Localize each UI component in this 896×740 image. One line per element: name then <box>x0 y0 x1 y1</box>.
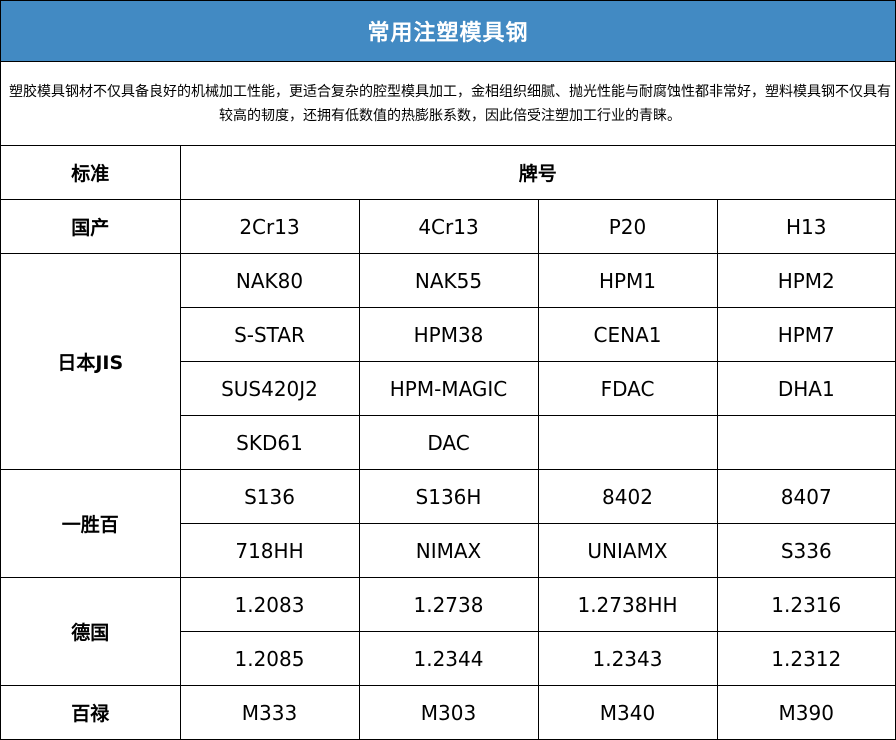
grade-cell: NIMAX <box>358 523 539 578</box>
standard-cell: 日本JIS <box>1 253 181 470</box>
table-row: 百禄 M333 M303 M340 M390 <box>1 685 896 739</box>
grade-cell: H13 <box>716 199 896 254</box>
table-row: S-STAR HPM38 CENA1 HPM7 <box>1 307 896 362</box>
grade-cell: SKD61 <box>180 415 360 470</box>
grades-table: 标准 牌号 国产 2Cr13 4Cr13 P20 H13 日本JIS NAK80 NAK55 H… <box>1 146 896 739</box>
grade-cell: M333 <box>179 685 360 739</box>
grade-cell: M303 <box>358 685 539 739</box>
table-row: 德国 1.2083 1.2738 1.2738HH 1.2316 <box>1 577 896 686</box>
grade-cell: NAK80 <box>179 253 360 308</box>
grade-cell <box>537 415 718 470</box>
grade-cell: 718HH <box>180 523 360 578</box>
grade-cell: NAK55 <box>358 253 539 308</box>
grade-cell: SUS420J2 <box>180 361 360 416</box>
grade-cell: 4Cr13 <box>358 199 539 254</box>
grade-cell: UNIAMX <box>537 523 718 578</box>
standard-cell: 德国 <box>1 577 181 686</box>
grade-cell: 8402 <box>537 469 718 524</box>
header-grade: 牌号 <box>179 146 896 200</box>
table-row: 日本JIS NAK80 NAK55 HPM1 HPM2 <box>1 253 896 470</box>
grades-table-body: 标准 牌号 国产 2Cr13 4Cr13 P20 H13 日本JIS NAK80 NAK55 H… <box>1 146 896 739</box>
grade-cell: DAC <box>358 415 539 470</box>
table-row: SKD61 DAC <box>1 415 896 470</box>
grade-cell: 1.2316 <box>716 577 896 632</box>
standard-cell: 一胜百 <box>1 469 181 578</box>
grade-cell: 1.2738 <box>358 577 539 632</box>
grade-cell: 1.2083 <box>179 577 360 632</box>
grade-cell: 2Cr13 <box>179 199 360 254</box>
table-row: SUS420J2 HPM-MAGIC FDAC DHA1 <box>1 361 896 416</box>
table-row: 1.2085 1.2344 1.2343 1.2312 <box>1 631 896 686</box>
table-row: 718HH NIMAX UNIAMX S336 <box>1 523 896 578</box>
grade-cell: P20 <box>537 199 718 254</box>
grade-cell: CENA1 <box>537 307 718 362</box>
table-header-row: 标准 牌号 <box>1 146 896 200</box>
grade-cell: 1.2085 <box>180 631 360 686</box>
grade-cell: 1.2343 <box>537 631 718 686</box>
page-title: 常用注塑模具钢 <box>1 1 895 62</box>
standard-cell: 国产 <box>1 199 181 254</box>
grade-cell: FDAC <box>537 361 718 416</box>
grade-cell: S336 <box>716 523 896 578</box>
description-text: 塑胶模具钢材不仅具备良好的机械加工性能，更适合复杂的腔型模具加工，金相组织细腻、… <box>1 62 895 146</box>
grade-cell <box>716 415 896 470</box>
grade-cell: HPM7 <box>716 307 896 362</box>
grade-cell: 1.2344 <box>358 631 539 686</box>
grade-cell: HPM-MAGIC <box>358 361 539 416</box>
grade-cell: S136 <box>179 469 360 524</box>
grade-cell: 1.2738HH <box>537 577 718 632</box>
grade-cell: 1.2312 <box>716 631 896 686</box>
grade-cell: 8407 <box>716 469 896 524</box>
header-standard: 标准 <box>1 146 181 200</box>
grade-cell: HPM2 <box>716 253 896 308</box>
grade-cell: DHA1 <box>716 361 896 416</box>
grade-cell: S136H <box>358 469 539 524</box>
grade-cell: S-STAR <box>180 307 360 362</box>
table-row: 国产 2Cr13 4Cr13 P20 H13 <box>1 199 896 254</box>
standard-cell: 百禄 <box>1 685 181 739</box>
grade-cell: HPM1 <box>537 253 718 308</box>
grade-cell: HPM38 <box>358 307 539 362</box>
grade-cell: M390 <box>716 685 896 739</box>
table-row: 一胜百 S136 S136H 8402 8407 <box>1 469 896 578</box>
grade-cell: M340 <box>537 685 718 739</box>
